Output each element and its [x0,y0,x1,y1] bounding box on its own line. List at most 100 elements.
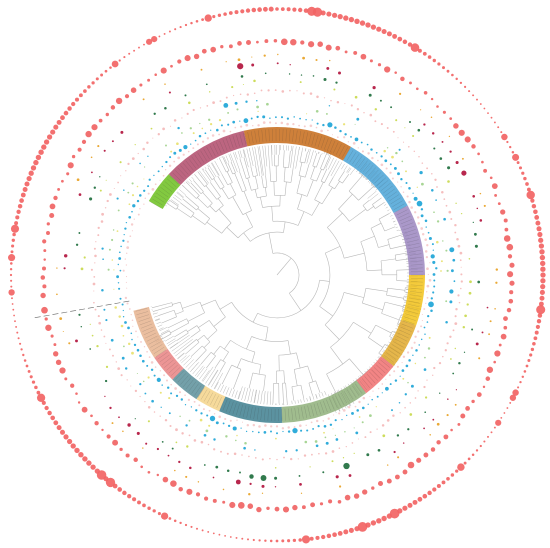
ring-6-point [296,90,298,92]
ring-9-point [249,482,252,486]
outer-ring-point [133,49,136,52]
ring-7-point [468,258,471,260]
tree-branch [255,176,259,189]
ring-2-point [316,122,319,125]
ring-2-point [432,291,435,294]
outer-ring-point [56,425,62,431]
tree-branch [182,339,197,351]
tree-branch [262,205,280,208]
ring-1-point [417,222,420,225]
ring-5-point [398,148,401,151]
ring-9-point [237,63,244,70]
ring-5-point [449,300,453,304]
ring-3-point [375,406,377,408]
tree-branch [237,226,253,239]
ring-5-point [355,431,359,435]
tree-branch [211,177,215,180]
tree-leaf-branch [341,163,345,170]
ring-2-point [178,148,182,152]
ring-11-point [483,168,488,173]
ring-11-point [50,334,54,338]
outer-ring-point [417,496,423,502]
ring-7-point [309,466,311,468]
outer-ring-point [163,32,166,35]
ring-11-point [81,406,88,413]
tree-leaf-branch [159,326,168,332]
ring-2-point [124,227,127,230]
ring-11-point [409,81,412,85]
outer-ring-point [20,348,23,351]
ring-10-point [436,422,440,426]
ring-6-point [175,428,178,432]
ring-2-point [118,251,121,254]
ring-2-point [430,254,435,259]
ring-8-point [424,411,427,414]
ring-2-point [245,430,248,433]
outer-ring-point [212,532,215,535]
ring-7-point [460,212,463,215]
leaf-label-mark [393,341,404,348]
tree-leaf-branch [196,366,206,378]
leaf-label-mark [229,401,234,414]
tree-branch [230,161,236,173]
ring-6-point [386,419,390,422]
outer-ring-point [201,529,204,532]
ring-9-point [251,63,255,67]
tree-leaf-branch [155,318,160,321]
ring-1-point [305,424,307,427]
ring-11-point [55,359,62,366]
ring-3-point [332,428,334,430]
outer-ring-point [16,331,19,334]
ring-4-point [179,415,181,418]
outer-ring-point [476,98,478,101]
tree-branch [217,175,225,188]
ring-2-point [119,269,122,272]
ring-1-point [239,125,243,128]
outer-ring-point [315,535,320,540]
tree-branch [202,345,207,351]
outer-ring-point [455,469,459,473]
ring-9-point [261,484,265,488]
ring-3-point [147,376,150,379]
outer-ring-point [531,203,537,209]
ring-7-point [119,161,122,164]
tree-branch [394,255,397,261]
tree-branch [403,295,405,300]
tree-branch [344,252,365,259]
outer-ring-point [224,535,227,537]
ring-7-point [455,202,457,205]
ring-2-point [220,124,223,127]
outer-ring-point [511,150,515,154]
leaf-label-mark [382,357,393,365]
ring-10-point [251,56,253,58]
ring-6-point [97,234,100,237]
ring-6-point [97,315,100,318]
leaf-label-mark [349,152,357,163]
ring-10-point [225,61,227,63]
outer-ring-point [30,165,37,171]
ring-2-point [132,204,136,208]
ring-8-point [153,112,156,115]
tree-branch [362,288,367,304]
tree-leaf-branch [290,145,294,168]
ring-6-point [376,428,378,430]
outer-ring-point [523,370,527,373]
outer-ring-point [537,313,543,318]
ring-11-point [237,41,242,46]
ring-1-point [246,423,250,427]
tree-leaf-branch [254,146,261,177]
tree-leaf-branch [225,387,230,395]
outer-ring-point [427,490,432,496]
ring-6-point [459,251,463,255]
ring-10-point [142,98,145,101]
ring-9-point [472,194,476,198]
leaf-label-mark [360,160,368,171]
tree-branch [370,222,382,229]
tree-branch [320,168,324,171]
outer-ring-point [535,220,541,226]
ring-11-point [430,97,434,101]
tree-branch [152,305,173,312]
ring-1-point [332,134,333,136]
ring-6-point [117,367,121,370]
tree-branch [265,175,268,188]
